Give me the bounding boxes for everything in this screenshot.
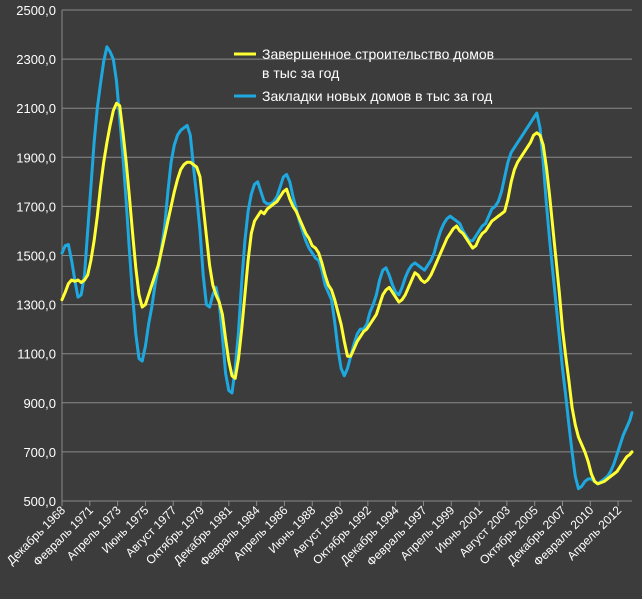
legend-label-completions-line2: в тыс за год bbox=[262, 65, 339, 81]
legend: Завершенное строительство домов в тыс за… bbox=[234, 46, 494, 104]
gridlines bbox=[62, 9, 632, 502]
y-tick-label: 1300,0 bbox=[16, 298, 56, 313]
completions-series-line bbox=[60, 101, 634, 486]
y-tick-label: 700,0 bbox=[23, 445, 56, 460]
legend-label-starts: Закладки новых домов в тыс за год bbox=[262, 88, 492, 104]
y-tick-label: 2100,0 bbox=[16, 101, 56, 116]
y-tick-label: 900,0 bbox=[23, 396, 56, 411]
y-tick-label: 1700,0 bbox=[16, 199, 56, 214]
y-axis: 500,0 700,0 900,0 1100,0 1300,0 1500,0 1700,0 1… bbox=[16, 3, 63, 509]
y-tick-label: 1100,0 bbox=[17, 347, 56, 362]
y-tick-label: 1500,0 bbox=[16, 249, 56, 264]
y-tick-label: 2500,0 bbox=[16, 3, 56, 18]
legend-label-completions-line1: Завершенное строительство домов bbox=[262, 46, 494, 62]
starts-series-line bbox=[60, 45, 634, 491]
y-tick-label: 2300,0 bbox=[16, 52, 56, 67]
y-tick-label: 1900,0 bbox=[16, 150, 56, 165]
y-tick-label: 500,0 bbox=[23, 494, 56, 509]
series-layer bbox=[60, 45, 634, 491]
